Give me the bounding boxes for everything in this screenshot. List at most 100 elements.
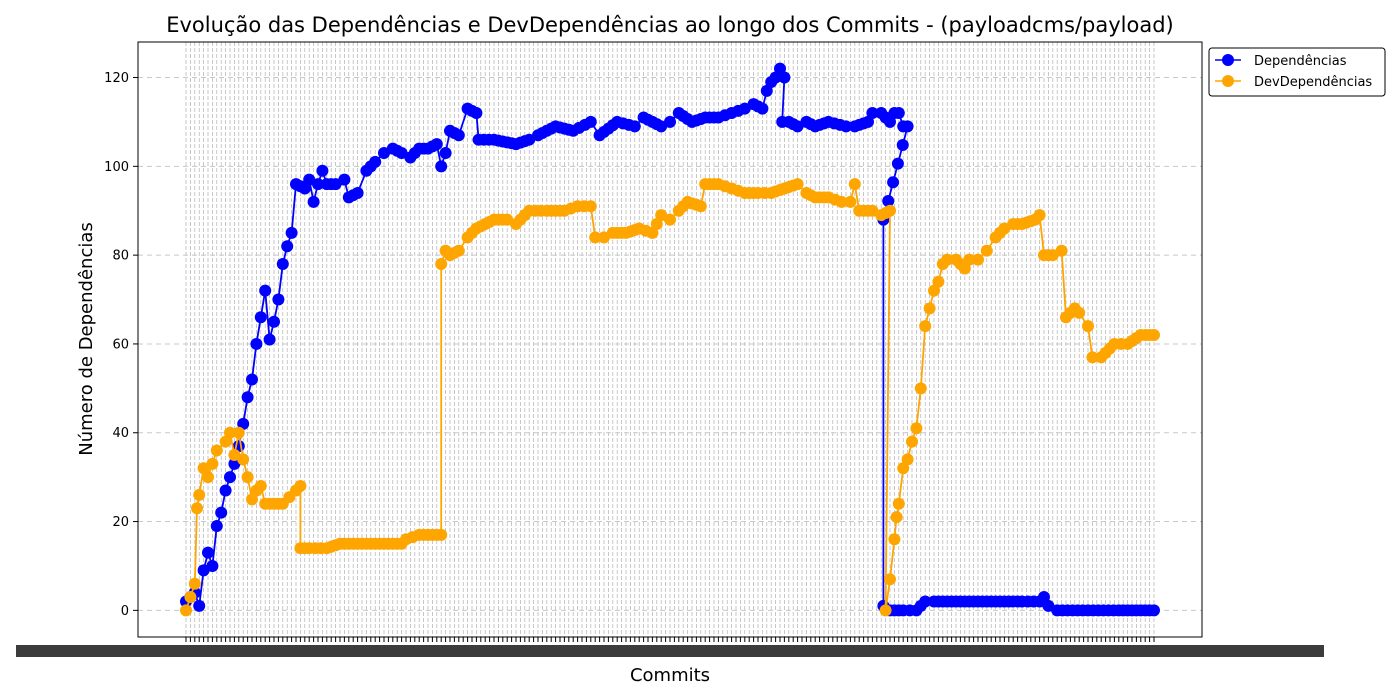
data-point — [879, 604, 892, 617]
x-tick-labels-overlap — [16, 645, 1324, 657]
data-point — [452, 244, 465, 257]
data-point — [219, 484, 232, 497]
data-point — [584, 115, 597, 128]
data-point — [285, 226, 298, 239]
data-point — [435, 528, 448, 541]
data-point — [276, 258, 289, 271]
data-point — [191, 502, 203, 515]
data-point — [664, 115, 676, 128]
data-point — [281, 240, 294, 253]
data-point — [206, 457, 219, 470]
data-point — [760, 84, 773, 97]
y-tick-label: 80 — [112, 249, 129, 264]
data-point — [840, 120, 852, 133]
data-point — [1082, 320, 1094, 333]
data-point — [254, 311, 267, 324]
data-point — [224, 471, 236, 484]
data-point — [298, 182, 311, 195]
data-point — [1033, 209, 1046, 222]
data-point — [963, 253, 976, 266]
y-tick-label: 20 — [112, 515, 129, 530]
data-point — [890, 511, 903, 524]
x-grid — [185, 42, 1155, 637]
data-point — [901, 453, 914, 466]
data-point — [664, 213, 676, 226]
data-point — [882, 194, 895, 207]
data-point — [866, 107, 879, 120]
data-point — [910, 422, 923, 435]
data-point — [452, 129, 465, 142]
data-point — [919, 320, 932, 333]
data-point — [646, 226, 659, 239]
data-point — [215, 506, 228, 519]
data-point — [193, 599, 206, 612]
data-point — [778, 71, 791, 84]
chart-title: Evolução das Dependências e DevDependênc… — [166, 13, 1174, 37]
x-axis-label: Commits — [630, 665, 710, 686]
x-gridline — [185, 42, 1155, 637]
data-point — [888, 533, 901, 546]
data-point — [237, 453, 250, 466]
data-point — [193, 488, 206, 501]
data-point — [906, 435, 918, 448]
data-point — [1086, 351, 1099, 364]
data-point — [263, 333, 276, 346]
data-point — [246, 373, 258, 386]
data-point — [884, 573, 896, 586]
data-point — [316, 164, 329, 177]
legend-label-devdependencias: DevDependências — [1254, 75, 1372, 90]
data-point — [896, 139, 909, 152]
data-point — [232, 426, 245, 439]
legend-marker-dependencias — [1222, 54, 1234, 66]
data-point — [901, 120, 914, 133]
data-point — [1073, 306, 1086, 319]
legend-marker-devdependencias — [1222, 75, 1234, 87]
data-point — [1148, 329, 1160, 342]
data-point — [210, 444, 223, 457]
data-point — [1055, 244, 1068, 257]
series-layer — [180, 62, 1160, 617]
data-point — [892, 497, 905, 510]
x-tick — [185, 637, 1155, 642]
y-axis-label: Número de Dependências — [76, 222, 97, 456]
series-devdependencias — [180, 178, 1160, 617]
data-point — [932, 275, 945, 288]
data-point — [1038, 591, 1050, 604]
data-point — [272, 293, 285, 306]
y-grid — [138, 77, 1202, 611]
data-point — [435, 160, 448, 173]
data-point — [202, 546, 214, 559]
y-tick-label: 60 — [112, 337, 129, 352]
data-point — [369, 155, 382, 168]
data-point — [241, 471, 254, 484]
data-point — [791, 178, 804, 191]
data-point — [206, 559, 219, 572]
data-point — [430, 138, 443, 151]
y-tick-label: 100 — [104, 160, 129, 175]
data-point — [891, 157, 904, 170]
data-point — [470, 107, 483, 120]
legend-label-dependencias: Dependências — [1254, 54, 1347, 69]
data-point — [1148, 604, 1160, 617]
data-point — [237, 417, 250, 430]
x-ticks — [16, 637, 1324, 657]
data-point — [589, 231, 602, 244]
data-point — [694, 200, 707, 213]
data-point — [628, 120, 641, 133]
data-point — [923, 302, 936, 315]
data-point — [584, 200, 597, 213]
data-point — [756, 102, 769, 115]
data-point — [307, 195, 320, 208]
data-point — [241, 391, 254, 404]
data-point — [435, 258, 448, 271]
y-tick-label: 40 — [112, 426, 129, 441]
y-ticks: 0 20 40 60 80 100 120 — [104, 71, 138, 619]
data-point — [312, 178, 324, 191]
data-point — [224, 426, 236, 439]
data-point — [769, 71, 782, 84]
data-point — [219, 435, 232, 448]
data-point — [844, 195, 857, 208]
data-point — [188, 577, 201, 590]
